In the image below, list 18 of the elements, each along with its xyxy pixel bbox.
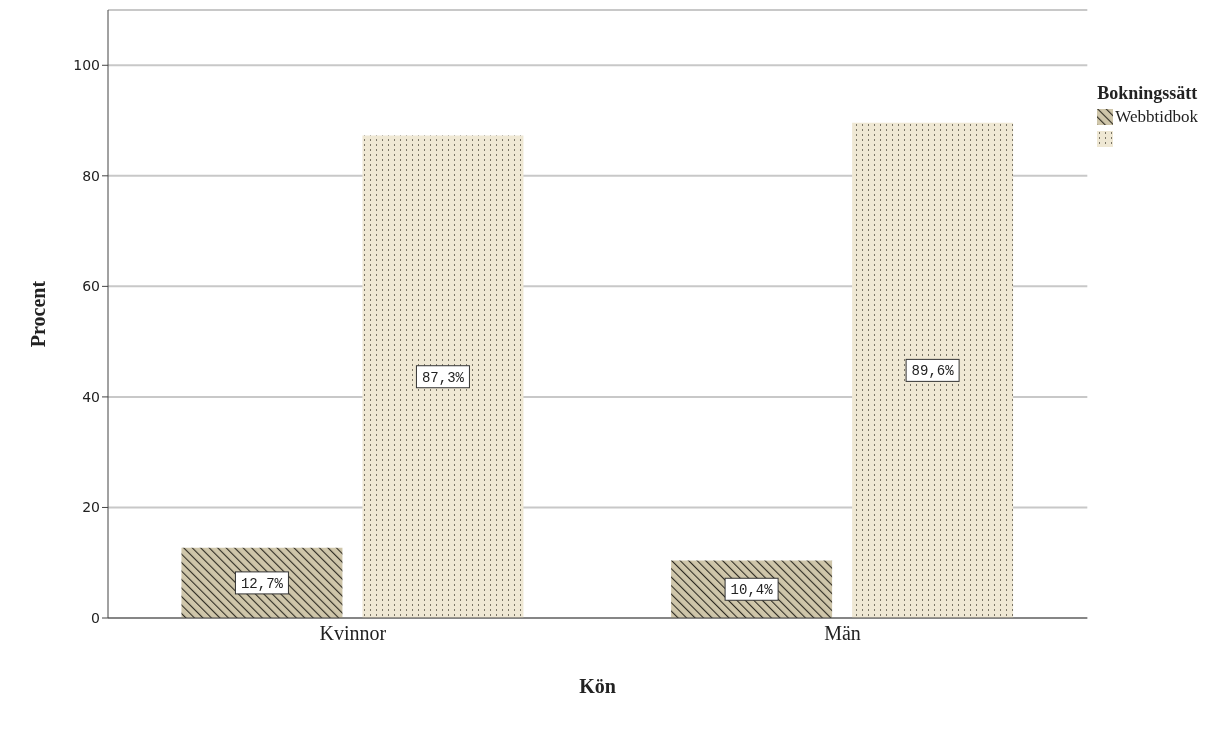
y-tick-label: 80 bbox=[82, 167, 100, 184]
y-tick-label: 0 bbox=[91, 609, 100, 626]
y-tick-label: 40 bbox=[82, 388, 100, 405]
bar bbox=[362, 135, 524, 618]
y-tick-label: 20 bbox=[82, 499, 100, 516]
data-label: 87,3% bbox=[421, 369, 465, 386]
data-label: 10,4% bbox=[730, 582, 774, 599]
bar bbox=[852, 122, 1014, 618]
data-label: 12,7% bbox=[240, 575, 284, 592]
x-axis-title: Kön bbox=[579, 675, 616, 697]
text: Webbtidbok bbox=[1115, 107, 1198, 127]
y-tick-label: 60 bbox=[82, 278, 100, 295]
legend-title: Bokningssätt bbox=[1097, 83, 1198, 104]
y-tick-label: 100 bbox=[73, 57, 100, 74]
x-tick-label: Män bbox=[824, 622, 861, 645]
x-tick-label: Kvinnor bbox=[319, 622, 387, 645]
data-label: 89,6% bbox=[911, 363, 955, 380]
y-axis-title: Procent bbox=[27, 280, 50, 348]
